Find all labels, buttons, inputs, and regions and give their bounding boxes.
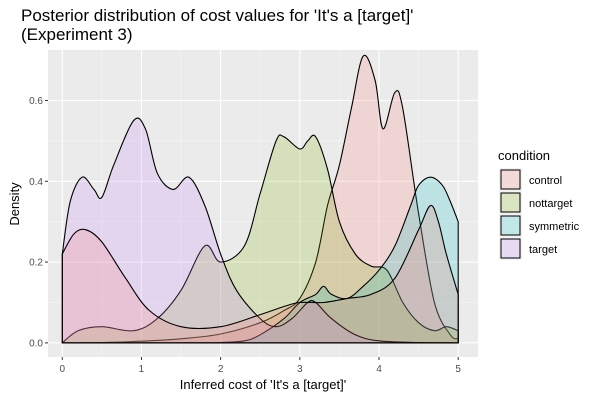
- legend-label-target: target: [529, 244, 557, 256]
- legend-label-symmetric: symmetric: [529, 221, 580, 233]
- density-area-control: [61, 204, 459, 344]
- series-layer: [61, 54, 459, 344]
- legend-label-nottarget: nottarget: [529, 198, 572, 210]
- x-tick-label: 0: [59, 364, 65, 375]
- legend-key-bg: [499, 191, 522, 214]
- chart-subtitle: (Experiment 3): [21, 25, 132, 44]
- y-axis-ticks: 0.0 0.2 0.4 0.6: [29, 96, 48, 349]
- y-tick-label: 0.0: [29, 338, 43, 349]
- y-tick-label: 0.4: [29, 177, 43, 188]
- legend-key-bg: [499, 237, 522, 260]
- grid-minor: [48, 50, 478, 357]
- legend: condition control nottarget symmetric targe…: [498, 148, 580, 260]
- legend-key-bg: [499, 168, 522, 191]
- legend-swatch-symmetric: [500, 215, 521, 236]
- x-tick-label: 1: [139, 364, 145, 375]
- density-area-control: [61, 54, 459, 344]
- legend-label-control: control: [529, 175, 562, 187]
- plot-panel: [48, 50, 478, 357]
- legend-swatch-nottarget: [500, 192, 521, 213]
- legend-items: control nottarget symmetric target: [499, 168, 580, 260]
- y-axis-label: Density: [7, 182, 22, 226]
- legend-key-bg: [499, 214, 522, 237]
- x-tick-label: 3: [297, 364, 303, 375]
- x-tick-label: 4: [376, 364, 382, 375]
- legend-title: condition: [498, 148, 550, 163]
- x-tick-label: 2: [218, 364, 224, 375]
- chart-title: Posterior distribution of cost values fo…: [21, 6, 413, 25]
- x-axis-ticks: 0 1 2 3 4 5: [59, 357, 461, 375]
- x-tick-label: 5: [455, 364, 461, 375]
- y-tick-label: 0.2: [29, 258, 43, 269]
- legend-swatch-control: [500, 169, 521, 190]
- x-axis-label: Inferred cost of 'It's a [target]': [180, 377, 346, 392]
- density-area-target: [61, 117, 459, 344]
- y-tick-label: 0.6: [29, 96, 43, 107]
- density-area-nottarget: [61, 134, 459, 344]
- legend-swatch-target: [500, 238, 521, 259]
